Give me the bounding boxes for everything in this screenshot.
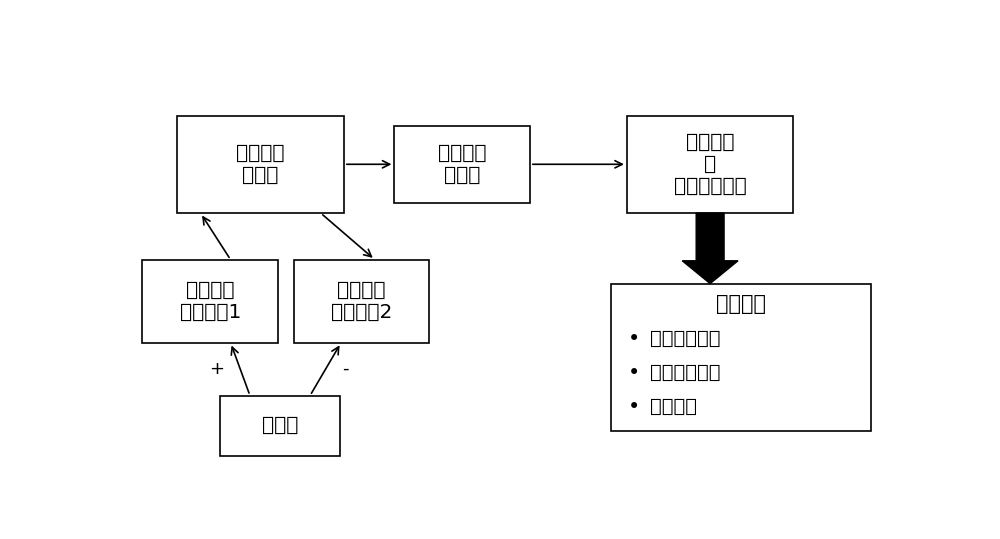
Text: -: - xyxy=(342,360,348,378)
Text: 多路信号
选通开关1: 多路信号 选通开关1 xyxy=(180,281,241,322)
Text: 实验面板: 实验面板 xyxy=(716,294,766,314)
Bar xyxy=(220,396,340,456)
Bar xyxy=(294,260,429,343)
Text: 图像显示: 图像显示 xyxy=(650,397,697,416)
Text: 柔性区域
传感器: 柔性区域 传感器 xyxy=(236,144,285,185)
Bar xyxy=(394,126,530,203)
Bar xyxy=(611,284,871,431)
Text: •: • xyxy=(628,363,641,383)
Bar xyxy=(177,115,344,213)
Text: +: + xyxy=(210,360,225,378)
Text: 边界信号显示: 边界信号显示 xyxy=(650,363,721,382)
Text: 边界信号
采集卡: 边界信号 采集卡 xyxy=(438,144,486,185)
Text: 多路信号
选通开关2: 多路信号 选通开关2 xyxy=(331,281,392,322)
Bar xyxy=(627,115,793,213)
Text: 测试方式控制: 测试方式控制 xyxy=(650,329,721,348)
Text: •: • xyxy=(628,329,641,349)
Bar xyxy=(142,260,278,343)
Text: 信号处理
和
图像显示设备: 信号处理 和 图像显示设备 xyxy=(674,133,746,196)
Polygon shape xyxy=(682,213,738,284)
Text: •: • xyxy=(628,397,641,417)
Text: 电流源: 电流源 xyxy=(262,416,298,436)
